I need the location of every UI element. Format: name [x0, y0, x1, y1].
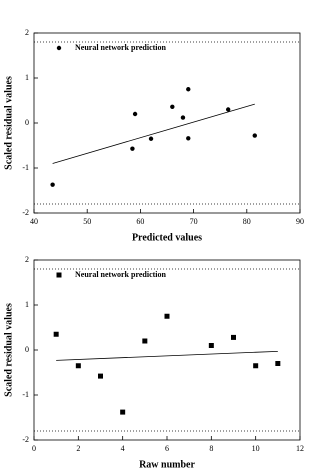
legend-marker — [56, 45, 62, 51]
x-tick-label: 6 — [165, 444, 169, 453]
x-tick-label: 12 — [296, 444, 304, 453]
x-tick-label: 4 — [121, 444, 125, 453]
data-point — [164, 313, 170, 319]
plot-frame — [33, 32, 301, 214]
data-point — [180, 115, 186, 120]
x-tick-label: 8 — [209, 444, 213, 453]
data-point — [186, 136, 191, 141]
y-tick-label: 1 — [25, 73, 29, 82]
y-axis-label: Scaled residual values — [3, 303, 14, 397]
x-tick-label: 0 — [32, 444, 36, 453]
trend-line — [56, 350, 278, 361]
data-point — [186, 87, 191, 92]
y-tick-label: -1 — [22, 163, 29, 172]
data-point — [130, 146, 135, 151]
y-tick-label: -1 — [22, 390, 29, 399]
y-tick-label: -2 — [22, 435, 29, 444]
legend-marker — [56, 272, 62, 278]
data-point — [275, 361, 281, 366]
legend-label: Neural network prediction — [75, 43, 167, 52]
x-tick-label: 50 — [83, 217, 91, 226]
x-axis-label: Raw number — [139, 459, 195, 470]
x-tick-label: 60 — [136, 217, 144, 226]
data-point — [253, 363, 259, 369]
y-tick-label: -2 — [22, 208, 29, 217]
data-point — [225, 107, 231, 112]
y-tick-label: 0 — [25, 118, 29, 127]
legend-label: Neural network prediction — [75, 270, 167, 279]
y-tick-label: 2 — [25, 28, 29, 37]
data-point — [132, 111, 138, 117]
x-tick-label: 70 — [190, 217, 198, 226]
y-tick-label: 2 — [25, 255, 29, 264]
data-point — [98, 373, 103, 379]
data-point — [75, 363, 81, 369]
y-tick-label: 0 — [25, 345, 29, 354]
data-point — [50, 182, 55, 187]
data-point — [142, 338, 148, 344]
x-tick-label: 90 — [296, 217, 304, 226]
data-point — [170, 104, 175, 110]
trend-line — [52, 103, 255, 164]
y-tick-label: 1 — [25, 300, 29, 309]
plot-frame — [33, 259, 301, 441]
data-point — [148, 136, 154, 141]
data-point — [120, 409, 126, 415]
data-point — [231, 334, 236, 340]
data-point — [208, 343, 214, 348]
data-point — [53, 331, 59, 337]
x-tick-label: 40 — [30, 217, 38, 226]
y-axis-label: Scaled residual values — [3, 76, 14, 170]
x-axis-label: Predicted values — [132, 232, 202, 243]
x-tick-label: 80 — [243, 217, 251, 226]
x-tick-label: 2 — [76, 444, 80, 453]
x-tick-label: 10 — [252, 444, 260, 453]
data-point — [252, 133, 257, 138]
